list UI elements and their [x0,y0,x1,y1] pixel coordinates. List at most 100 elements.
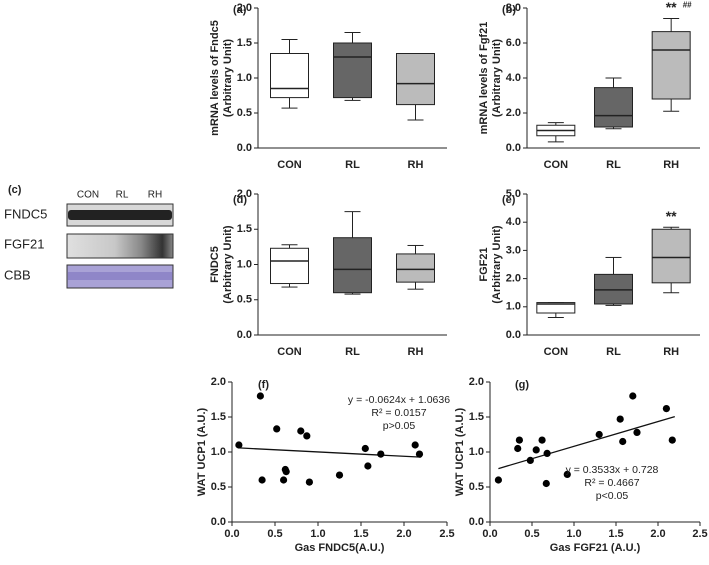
point [532,446,540,454]
point [335,471,344,479]
box [270,53,309,99]
y-tick-label: 0.0 [237,142,252,154]
point [633,428,641,436]
y-tick-label: 0.5 [469,481,484,493]
y-tick-label: 2.0 [211,376,226,388]
point [256,392,264,400]
x-tick-label: 1.0 [310,528,325,540]
y-tick-label: 1.0 [237,72,252,84]
row-label: FGF21 [4,236,44,251]
point [303,432,311,440]
point [629,392,637,400]
point [415,450,424,458]
point [297,427,305,435]
point [515,436,524,444]
point [563,470,571,478]
y-tick-label: 5.0 [506,188,521,200]
y-tick-label: 0.0 [211,516,226,528]
x-tick-label: 2.5 [692,528,707,540]
point [411,441,419,449]
lane-label: CON [77,190,99,201]
y-tick-label: 0.0 [469,516,484,528]
box [333,42,372,99]
y-tick-label: 0.5 [211,481,226,493]
band [68,210,172,220]
band [68,272,172,280]
panel-label: (c) [8,184,22,196]
y-tick-label: 4.0 [506,72,521,84]
point [364,462,372,470]
x-tick-label: RH [408,346,424,358]
y-tick-label: 0.5 [237,294,252,306]
y-axis-label: FGF21 [478,247,490,281]
y-tick-label: 2.0 [506,273,521,285]
x-tick-label: 0.5 [524,528,539,540]
y-axis-label: (Arbitrary Unit) [491,225,503,304]
y-tick-label: 1.5 [237,37,252,49]
row-label: FNDC5 [4,206,47,221]
y-tick-label: 4.0 [506,216,521,228]
point [619,437,627,446]
y-axis-label: (Arbitrary Unit) [491,39,503,118]
point [273,425,281,433]
y-tick-label: 0.0 [237,329,252,341]
point [543,449,551,457]
y-tick-label: 1.0 [469,446,484,458]
panel-label: (d) [233,194,247,206]
row-label: CBB [4,267,31,282]
x-tick-label: RL [345,159,360,171]
point [668,436,676,444]
x-tick-label: 2.0 [396,528,411,540]
x-tick-label: 0.0 [224,528,239,540]
y-axis-label: (Arbitrary Unit) [222,39,234,118]
panel-label: (a) [233,4,247,16]
box [396,53,435,106]
point [662,405,671,413]
x-axis-label: Gas FGF21 (A.U.) [550,542,641,554]
y-axis-label: WAT UCP1 (A.U.) [196,407,208,496]
y-axis-label: mRNA levels of Fgf21 [478,22,490,135]
x-tick-label: RH [408,159,424,171]
y-tick-label: 2.0 [469,376,484,388]
y-axis-label: WAT UCP1 (A.U.) [454,407,466,496]
annotation: y = 0.3533x + 0.728 [566,464,659,476]
box [396,253,435,283]
panel-label: (f) [258,379,269,391]
annotation: p<0.05 [596,490,629,502]
point [361,444,369,453]
box [651,31,691,100]
y-tick-label: 1.5 [211,411,226,423]
x-tick-label: RL [606,159,621,171]
point [235,441,243,449]
y-tick-label: 2.0 [237,188,252,200]
y-tick-label: 3.0 [506,244,521,256]
panel-label: (e) [502,194,516,206]
y-axis-label: FNDC5 [209,246,221,283]
box [594,87,633,128]
point [514,444,522,453]
annotation: ** [666,208,677,224]
box [536,302,576,314]
panel-label: (g) [515,379,529,391]
y-tick-label: 8.0 [506,2,521,14]
point [305,478,313,486]
x-tick-label: CON [544,346,569,358]
box [270,247,309,285]
point [494,476,502,484]
y-tick-label: 0.0 [506,329,521,341]
panel-label: (b) [502,4,516,16]
annotation: R² = 0.0157 [371,407,426,419]
x-tick-label: RL [606,346,621,358]
point [258,476,266,484]
x-tick-label: CON [277,346,302,358]
x-tick-label: 2.5 [439,528,454,540]
x-tick-label: 1.0 [566,528,581,540]
point [377,450,385,458]
y-tick-label: 6.0 [506,37,521,49]
x-tick-label: 0.5 [267,528,282,540]
y-tick-label: 0.0 [506,142,521,154]
blot-strip [66,233,174,259]
y-tick-label: 0.5 [237,107,252,119]
x-tick-label: RH [663,159,679,171]
y-tick-label: 1.5 [237,223,252,235]
